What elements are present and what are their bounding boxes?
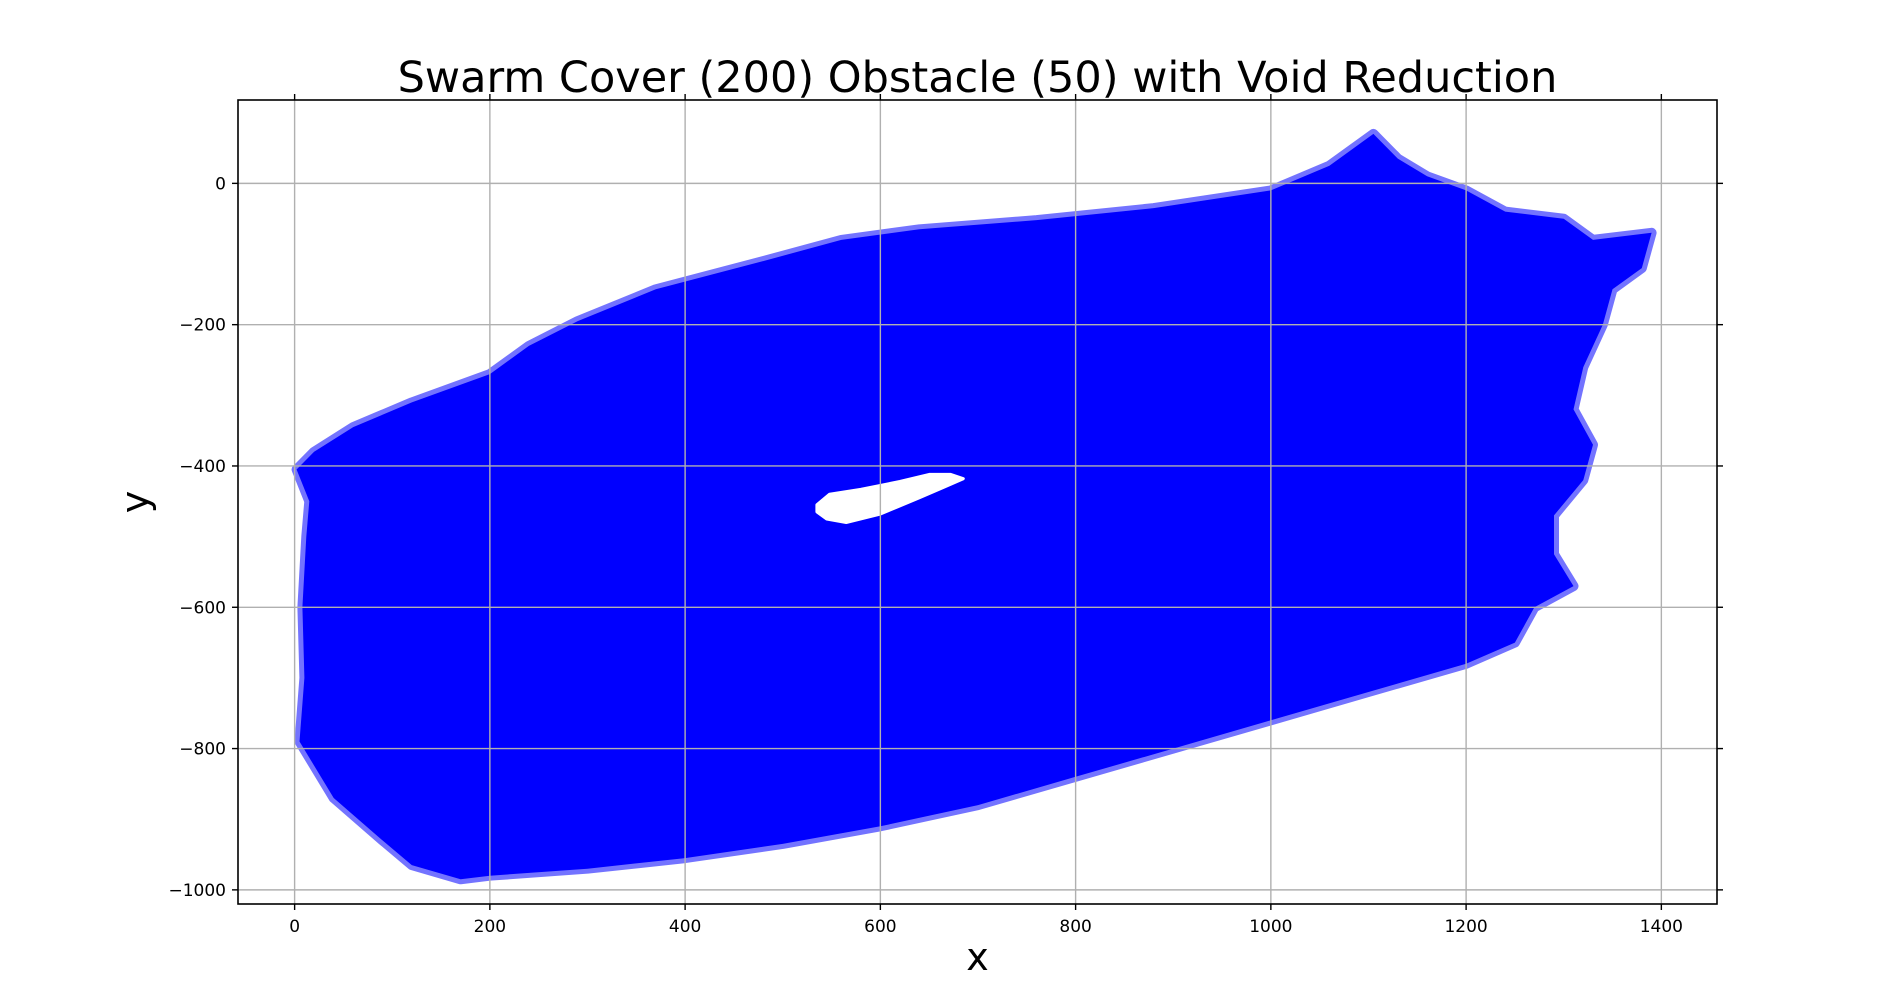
x-tick-label: 400	[669, 917, 701, 937]
x-tick-label: 1200	[1444, 917, 1487, 937]
plot-frame	[237, 99, 1718, 905]
data-layer	[291, 128, 1657, 885]
x-tick-label: 1400	[1640, 917, 1683, 937]
x-tick-label: 0	[289, 917, 300, 937]
y-axis-label: y	[113, 491, 157, 514]
grid	[238, 100, 1717, 904]
x-axis-label: x	[966, 935, 989, 979]
x-tick-label: 200	[474, 917, 506, 937]
y-tick-label: −400	[179, 457, 226, 477]
x-tick-label: 800	[1059, 917, 1091, 937]
y-tick-label: −200	[179, 316, 226, 336]
x-tick-label: 600	[864, 917, 896, 937]
y-tick-label: −1000	[168, 881, 226, 901]
coverage-region	[291, 128, 1657, 885]
x-tick-label: 1000	[1249, 917, 1292, 937]
y-tick-label: −800	[179, 740, 226, 760]
y-tick-label: −600	[179, 598, 226, 618]
axes: 0 200 400 600 800 1000 1200 1400 0 −200 −400 −600 −8…	[168, 94, 1723, 937]
y-tick-label: 0	[215, 174, 226, 194]
void-region	[815, 472, 965, 524]
chart-title: Swarm Cover (200) Obstacle (50) with Voi…	[398, 53, 1558, 103]
